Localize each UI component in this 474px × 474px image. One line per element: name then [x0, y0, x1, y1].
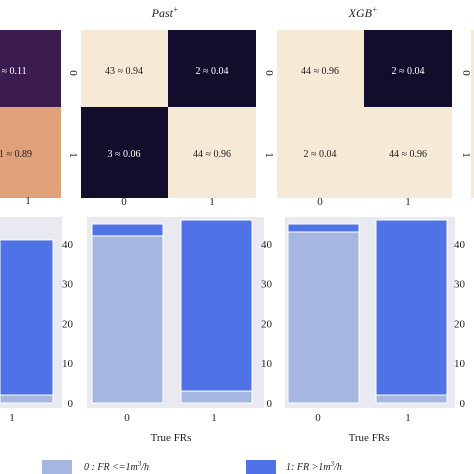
bar-4-xtick-0: 0	[124, 412, 130, 424]
bar-5-1-series-0	[375, 394, 448, 404]
bar-4-0-series-0	[91, 235, 164, 404]
heatmap-xgb-xtick-1: 1	[405, 196, 411, 208]
heatmap-past-cell-1-0	[81, 107, 168, 198]
legend-label-0: 0 : FR <=1m3/h	[84, 460, 149, 473]
bar-6-ytick-20: 20	[454, 318, 466, 330]
bar-4-0-series-1	[91, 223, 164, 237]
bar-3-1-series-1	[0, 239, 54, 396]
heatmap-past-cell-1-1	[168, 107, 256, 198]
bar-5-1-series-1	[375, 219, 448, 396]
heatmap-past-ytick-1: 1	[67, 152, 79, 158]
bar-4-ytick-10: 10	[62, 358, 74, 370]
heatmap-xgb-title-main: XGB	[348, 6, 373, 20]
bar-5-ytick-0: 0	[267, 398, 273, 410]
heatmap-past-cell-1-1-label: 44 ≈ 0.96	[193, 149, 231, 160]
heatmap-xgb-cell-0-1-label: 2 ≈ 0.04	[392, 66, 425, 77]
bar-5-ytick-40: 40	[261, 239, 273, 251]
bar-5-xtick-1: 1	[405, 412, 411, 424]
heatmap-right-partial: 0 1	[460, 30, 474, 198]
heatmap-xgb-cell-1-0-label: 2 ≈ 0.04	[304, 149, 337, 160]
heatmap-left-cell-bottom	[0, 107, 61, 198]
heatmap-past: Past+ 0 1 43 ≈ 0.94 2 ≈ 0.04 3 ≈ 0.06 44…	[67, 5, 256, 208]
heatmap-past-xtick-1: 1	[209, 196, 215, 208]
bar-4-1-series-0	[180, 390, 253, 404]
heatmap-right-cell-top	[471, 30, 474, 107]
heatmap-past-ytick-0: 0	[67, 70, 79, 76]
bar-5-xlabel: True FRs	[349, 432, 390, 444]
bar-4-xtick-1: 1	[211, 412, 217, 424]
bar-4-ytick-40: 40	[62, 239, 74, 251]
bar-3-1-series-0	[0, 394, 54, 404]
legend-label-0-main: 0 : FR <=1m	[84, 462, 138, 473]
legend-swatch-0	[42, 460, 72, 474]
bar-6-ytick-40: 40	[454, 239, 466, 251]
heatmap-right-ytick-0: 0	[460, 70, 472, 76]
heatmap-xgb-ytick-0: 0	[263, 70, 275, 76]
legend-label-0-sup: 3	[137, 460, 142, 468]
bar-4-ytick-20: 20	[62, 318, 74, 330]
legend: 0 : FR <=1m3/h 1: FR >1m3/h	[42, 460, 342, 474]
legend-label-1-main: 1: FR >1m	[286, 462, 331, 473]
heatmap-xgb-xtick-0: 0	[317, 196, 323, 208]
legend-label-1-sup: 3	[330, 460, 335, 468]
heatmap-right-ytick-1: 1	[460, 152, 472, 158]
heatmap-left-xtick-1: 1	[25, 195, 31, 207]
bar-5-0-series-1	[287, 223, 360, 233]
heatmap-xgb-cell-0-0-label: 44 ≈ 0.96	[301, 66, 339, 77]
bar-3-xtick-1: 1	[9, 412, 15, 424]
bar-5-xtick-0: 0	[315, 412, 321, 424]
legend-label-1-tail: /h	[333, 462, 342, 473]
heatmap-xgb-title: XGB+	[348, 5, 378, 20]
heatmap-xgb-cell-1-1	[364, 107, 452, 198]
bar-5-ytick-20: 20	[261, 318, 273, 330]
heatmap-left-cell-bottom-label: 41 ≈ 0.89	[0, 149, 32, 160]
bar-4-ytick-30: 30	[62, 279, 74, 291]
heatmap-right-cell-bottom	[471, 107, 474, 198]
heatmap-xgb-ytick-1: 1	[263, 152, 275, 158]
bar-6-ytick-30: 30	[454, 279, 466, 291]
bar-6-ytick-0: 0	[460, 398, 466, 410]
bar-4-xlabel: True FRs	[151, 432, 192, 444]
bar-4-1-series-1	[180, 219, 253, 392]
bar-6-ytick-10: 10	[454, 358, 466, 370]
heatmap-xgb: XGB+ 0 1 44 ≈ 0.96 2 ≈ 0.04 2 ≈ 0.04 44 …	[263, 5, 452, 208]
bar-5-ytick-10: 10	[261, 358, 273, 370]
heatmap-past-cell-1-0-label: 3 ≈ 0.06	[108, 149, 141, 160]
legend-swatch-1	[246, 460, 276, 474]
heatmap-past-cell-0-0-label: 43 ≈ 0.94	[105, 66, 143, 77]
heatmap-xgb-title-sup: +	[372, 5, 377, 14]
legend-label-0-tail: /h	[140, 462, 149, 473]
bar-5-ytick-30: 30	[261, 279, 273, 291]
heatmap-xgb-cell-0-0	[277, 30, 364, 107]
heatmap-past-cell-0-0	[81, 30, 168, 107]
heatmap-left-partial: 5 ≈ 0.11 41 ≈ 0.89 1	[0, 30, 61, 207]
heatmap-past-title-sup: +	[173, 5, 178, 14]
heatmap-left-cell-top	[0, 30, 61, 107]
heatmap-past-xtick-0: 0	[121, 196, 127, 208]
bar-4-ytick-0: 0	[68, 398, 74, 410]
heatmap-past-cell-0-1	[168, 30, 256, 107]
heatmap-past-title: Past+	[151, 5, 179, 20]
heatmap-past-title-main: Past	[151, 6, 174, 20]
legend-label-1: 1: FR >1m3/h	[286, 460, 342, 473]
bar-5-0-series-0	[287, 231, 360, 404]
heatmap-past-cell-0-1-label: 2 ≈ 0.04	[196, 66, 229, 77]
heatmap-xgb-cell-0-1	[364, 30, 452, 107]
heatmap-left-cell-top-label: 5 ≈ 0.11	[0, 66, 27, 77]
heatmap-xgb-cell-1-1-label: 44 ≈ 0.96	[389, 149, 427, 160]
heatmap-xgb-cell-1-0	[277, 107, 364, 198]
